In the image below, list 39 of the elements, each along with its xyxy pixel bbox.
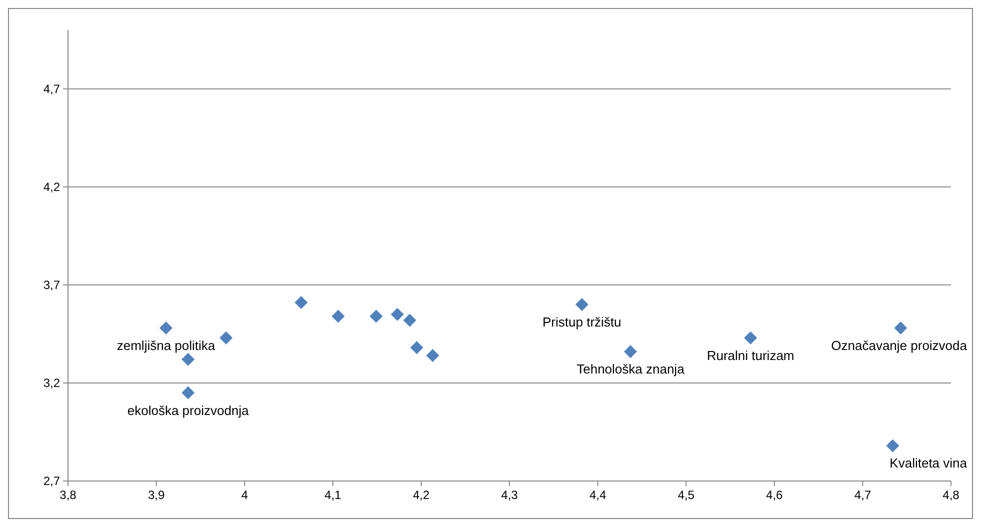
x-tick-label: 4,8 xyxy=(942,488,960,502)
annotation: Pristup tržištu xyxy=(542,314,622,330)
point xyxy=(160,322,173,335)
annotation: Tehnološka znanja xyxy=(576,362,686,377)
point xyxy=(182,352,195,366)
x-tick-label: 4,1 xyxy=(324,488,342,502)
point xyxy=(894,322,908,335)
annotation: Kvaliteta vina xyxy=(890,456,968,471)
point xyxy=(220,331,233,344)
point xyxy=(332,310,345,323)
y-tick-label: 4,7 xyxy=(43,82,60,96)
x-tick-label: 4,7 xyxy=(854,488,872,502)
point xyxy=(370,310,383,323)
x-tick-label: 4,4 xyxy=(589,488,606,502)
x-tick-label: 3,8 xyxy=(60,488,77,502)
annotation: zemljišna politika xyxy=(116,338,216,354)
point xyxy=(744,331,758,344)
x-tick-label: 4,3 xyxy=(501,488,518,502)
y-tick-label: 4,2 xyxy=(43,180,60,194)
point xyxy=(886,439,900,452)
annotation: ekološka proizvodnja xyxy=(127,402,250,418)
point xyxy=(410,341,424,354)
x-tick-label: 4,5 xyxy=(678,488,695,502)
x-tick-label: 4 xyxy=(241,488,248,502)
point xyxy=(294,296,308,310)
point xyxy=(624,345,637,358)
point xyxy=(182,386,195,400)
point xyxy=(575,298,588,312)
x-tick-label: 4,2 xyxy=(412,488,430,502)
annotation: Ruralni turizam xyxy=(706,348,794,363)
y-tick-label: 3,2 xyxy=(43,376,60,390)
y-tick-label: 2,7 xyxy=(43,474,60,488)
point xyxy=(426,349,440,362)
annotation: Označavanje proizvoda xyxy=(831,338,968,354)
x-tick-label: 3,9 xyxy=(148,488,165,502)
point xyxy=(390,308,404,321)
point xyxy=(403,314,416,327)
y-tick-label: 3,7 xyxy=(43,278,60,292)
x-tick-label: 4,6 xyxy=(766,488,784,502)
